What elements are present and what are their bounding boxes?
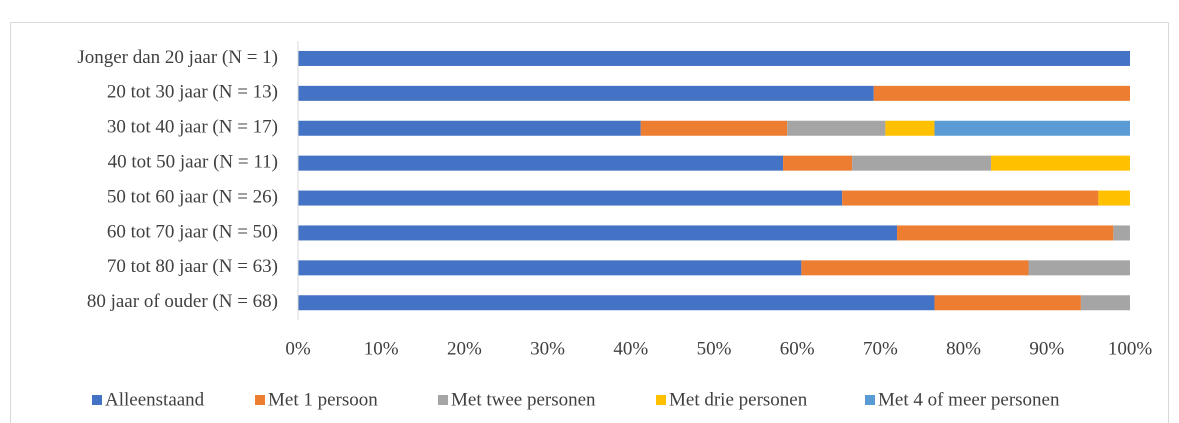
legend-label: Met twee personen [451,389,596,410]
bar-segment [934,295,1081,311]
y-tick-label: 20 tot 30 jaar (N = 13) [107,82,278,103]
x-tick-label: 0% [285,338,311,359]
bar-segment [298,155,784,171]
y-tick-label: 60 tot 70 jaar (N = 50) [107,221,278,242]
bar-segment [842,190,1099,206]
x-tick-label: 50% [697,338,732,359]
x-tick-label: 90% [1029,338,1064,359]
x-tick-label: 30% [530,338,565,359]
bar-segment [298,85,874,101]
legend-swatch [255,395,265,405]
bar-segment [852,155,992,171]
legend-swatch [865,395,875,405]
y-tick-label: 50 tot 60 jaar (N = 26) [107,186,278,207]
x-tick-label: 60% [780,338,815,359]
bar-segment [298,295,935,311]
bar-segment [298,225,898,241]
y-tick-label: 80 jaar of ouder (N = 68) [87,291,278,312]
bar-segment [298,190,843,206]
x-tick-label: 10% [364,338,399,359]
bar-segment [873,85,1130,101]
y-tick-label: 70 tot 80 jaar (N = 63) [107,256,278,277]
legend-label: Met 4 of meer personen [878,389,1060,410]
bar-segment [1113,225,1130,241]
y-tick-label: Jonger dan 20 jaar (N = 1) [77,47,278,68]
bar-segment [1028,260,1130,276]
legend-swatch [92,395,102,405]
x-tick-label: 20% [447,338,482,359]
y-tick-label: 30 tot 40 jaar (N = 17) [107,117,278,138]
bar-segment [298,120,641,136]
x-tick-label: 80% [946,338,981,359]
x-tick-label: 40% [613,338,648,359]
bar-segment [298,260,802,276]
bar-segment [783,155,853,171]
x-tick-label: 70% [863,338,898,359]
legend-swatch [438,395,448,405]
bar-segment [1098,190,1130,206]
bar-segment [991,155,1130,171]
legend-label: Met 1 persoon [268,389,378,410]
bar-segment [934,120,1130,136]
bar-segment [1080,295,1130,311]
bar-segment [787,120,886,136]
bar-segment [298,50,1130,66]
bar-segment [801,260,1029,276]
legend-label: Met drie personen [669,389,808,410]
bar-segment [897,225,1114,241]
y-tick-label: 40 tot 50 jaar (N = 11) [108,152,278,173]
legend-swatch [656,395,666,405]
bar-segment [885,120,935,136]
bar-segment [640,120,788,136]
legend-label: Alleenstaand [105,389,205,410]
x-tick-label: 100% [1108,338,1153,359]
